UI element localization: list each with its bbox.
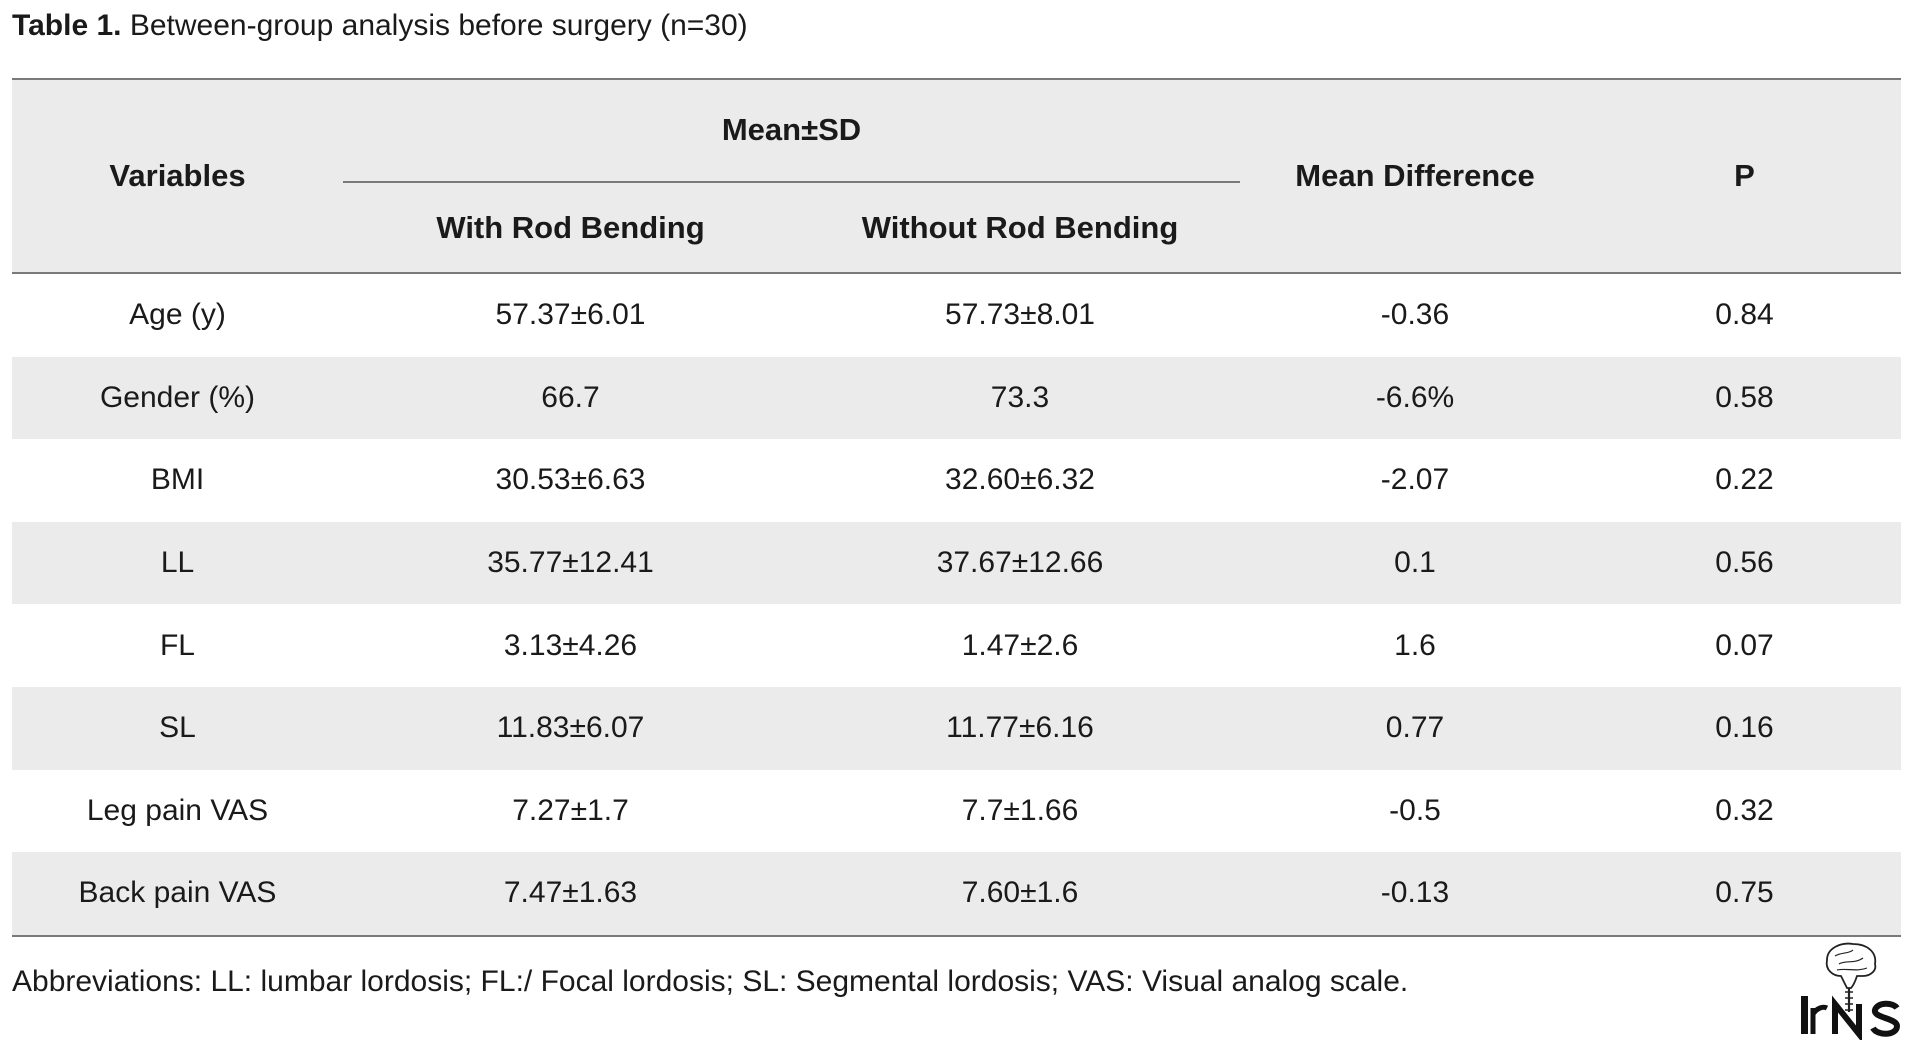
header-p: P xyxy=(1734,158,1755,193)
cell-p: 0.32 xyxy=(1715,793,1774,827)
cell-variable: Gender (%) xyxy=(99,380,256,414)
table-row: SL 11.83±6.07 11.77±6.16 0.77 0.16 xyxy=(12,686,1901,770)
table-header-rule xyxy=(12,272,1901,274)
header-mean-difference: Mean Difference xyxy=(1295,158,1535,193)
table-header-background xyxy=(12,80,1901,272)
cell-variable: Leg pain VAS xyxy=(86,793,269,827)
table-row: Leg pain VAS 7.27±1.7 7.7±1.66 -0.5 0.32 xyxy=(12,770,1901,853)
cell-variable: FL xyxy=(159,628,195,662)
table-row: Gender (%) 66.7 73.3 -6.6% 0.58 xyxy=(12,356,1901,440)
table-row: LL 35.77±12.41 37.67±12.66 0.1 0.56 xyxy=(12,521,1901,605)
cell-mean-difference: 0.77 xyxy=(1385,711,1445,745)
table-footnote: Abbreviations: LL: lumbar lordosis; FL:/… xyxy=(12,965,1409,998)
cell-without-rod: 57.73±8.01 xyxy=(945,298,1095,332)
cell-variable: Back pain VAS xyxy=(78,876,277,910)
cell-mean-difference: 0.1 xyxy=(1394,546,1436,580)
cell-with-rod: 3.13±4.26 xyxy=(503,628,638,662)
cell-p: 0.16 xyxy=(1715,711,1774,745)
cell-p: 0.22 xyxy=(1715,463,1774,497)
cell-p: 0.56 xyxy=(1715,546,1774,580)
cell-mean-difference: -0.13 xyxy=(1380,876,1450,910)
cell-with-rod: 66.7 xyxy=(541,380,600,414)
cell-without-rod: 73.3 xyxy=(990,380,1050,414)
table-bottom-rule xyxy=(12,935,1901,937)
cell-without-rod: 1.47±2.6 xyxy=(961,628,1079,662)
cell-mean-difference: -0.5 xyxy=(1389,793,1441,827)
header-variables: Variables xyxy=(109,158,246,193)
cell-without-rod: 37.67±12.66 xyxy=(936,546,1104,580)
cell-p: 0.58 xyxy=(1715,380,1774,414)
cell-with-rod: 30.53±6.63 xyxy=(495,463,646,497)
cell-mean-difference: 1.6 xyxy=(1394,628,1436,662)
header-without-rod-bending: Without Rod Bending xyxy=(861,210,1179,245)
cell-p: 0.84 xyxy=(1715,298,1774,332)
journal-logo-icon xyxy=(1797,940,1905,1043)
cell-p: 0.07 xyxy=(1715,628,1774,662)
header-mean-sd: Mean±SD xyxy=(721,112,862,147)
table-row: BMI 30.53±6.63 32.60±6.32 -2.07 0.22 xyxy=(12,439,1901,522)
table-top-rule xyxy=(12,78,1901,80)
cell-with-rod: 11.83±6.07 xyxy=(496,711,645,745)
cell-p: 0.75 xyxy=(1715,876,1774,910)
cell-with-rod: 57.37±6.01 xyxy=(495,298,646,332)
table-row: Age (y) 57.37±6.01 57.73±8.01 -0.36 0.84 xyxy=(12,274,1901,357)
cell-without-rod: 7.60±1.6 xyxy=(961,876,1079,910)
cell-with-rod: 7.27±1.7 xyxy=(512,793,629,827)
header-with-rod-bending: With Rod Bending xyxy=(436,210,705,245)
table-row: Back pain VAS 7.47±1.63 7.60±1.6 -0.13 0… xyxy=(12,852,1901,935)
table-caption-text: Between-group analysis before surgery (n… xyxy=(129,9,748,42)
cell-variable: SL xyxy=(159,711,196,745)
cell-mean-difference: -2.07 xyxy=(1380,463,1450,497)
table-body: Age (y) 57.37±6.01 57.73±8.01 -0.36 0.84… xyxy=(12,274,1901,935)
cell-without-rod: 32.60±6.32 xyxy=(945,463,1095,497)
table-row: FL 3.13±4.26 1.47±2.6 1.6 0.07 xyxy=(12,604,1901,687)
cell-variable: LL xyxy=(160,546,195,580)
mean-sd-divider xyxy=(343,181,1240,183)
cell-with-rod: 35.77±12.41 xyxy=(487,546,654,580)
cell-variable: Age (y) xyxy=(129,298,226,332)
cell-mean-difference: -6.6% xyxy=(1375,380,1455,414)
table-caption: Table 1. Between-group analysis before s… xyxy=(12,6,748,46)
cell-with-rod: 7.47±1.63 xyxy=(503,876,638,910)
cell-variable: BMI xyxy=(150,463,205,497)
cell-without-rod: 11.77±6.16 xyxy=(946,711,1094,745)
cell-without-rod: 7.7±1.66 xyxy=(961,793,1079,827)
cell-mean-difference: -0.36 xyxy=(1380,298,1450,332)
table-caption-label: Table 1. xyxy=(12,9,122,42)
